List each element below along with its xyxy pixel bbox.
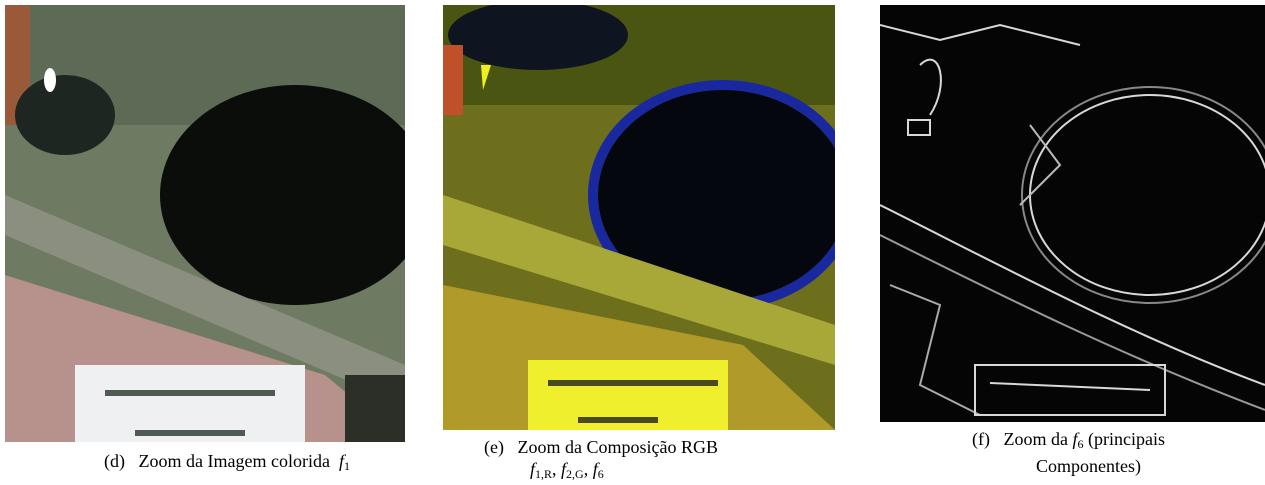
caption-text: Zoom da Imagem colorida [139, 451, 330, 471]
caption-subscript: 1,R [535, 467, 552, 481]
caption-text: , [584, 459, 593, 479]
caption-label: (f) [972, 429, 990, 449]
image-color [5, 5, 405, 442]
caption-text: Zoom da [1003, 429, 1068, 449]
caption: (e) Zoom da Composição RGB f1,R, f2,G, f… [484, 436, 718, 485]
caption-text: , [552, 459, 561, 479]
caption: (f) Zoom da f6 (principais Componentes) [972, 428, 1165, 477]
caption-text: Componentes) [1036, 456, 1141, 476]
image-rgb [443, 5, 835, 430]
caption-subscript: 1 [344, 459, 350, 473]
image-pca [880, 5, 1265, 422]
caption-text: Zoom da Composição RGB [517, 437, 718, 457]
caption-label: (e) [484, 437, 504, 457]
caption-text: (principais [1088, 429, 1165, 449]
figure: (d) Zoom da Imagem colorida f1 (e) Zoom … [0, 0, 1265, 484]
caption-subscript: 6 [1078, 437, 1084, 451]
caption-subscript: 2,G [566, 467, 584, 481]
caption-label: (d) [104, 451, 125, 471]
caption: (d) Zoom da Imagem colorida f1 [104, 450, 350, 477]
caption-subscript: 6 [598, 467, 604, 481]
